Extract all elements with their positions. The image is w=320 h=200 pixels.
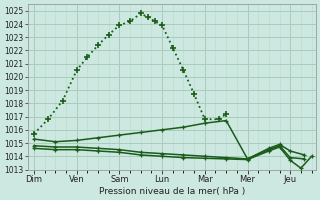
X-axis label: Pression niveau de la mer( hPa ): Pression niveau de la mer( hPa ) <box>99 187 245 196</box>
